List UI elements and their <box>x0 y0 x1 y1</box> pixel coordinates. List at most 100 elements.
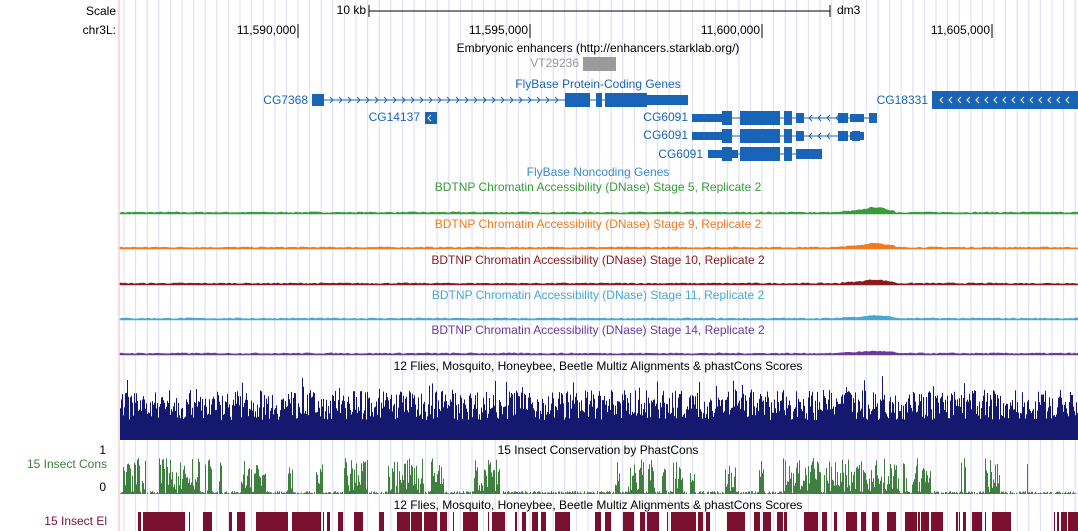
exon <box>932 91 1078 109</box>
exon <box>784 147 792 161</box>
track-side-label: 15 Insect Cons <box>27 457 107 471</box>
assembly-label: dm3 <box>837 3 861 17</box>
exon <box>565 93 590 107</box>
strand-arrow <box>975 96 980 104</box>
strand-arrow <box>545 96 550 104</box>
strand-arrow <box>948 96 953 104</box>
dnase-signal <box>119 350 1078 356</box>
strand-arrow <box>455 96 460 104</box>
exon <box>605 93 647 107</box>
strand-arrow <box>347 96 352 104</box>
strand-arrow <box>1065 96 1070 104</box>
strand-arrow <box>939 96 944 104</box>
strand-arrow <box>1047 96 1052 104</box>
track-title: BDTNP Chromatin Accessibility (DNase) St… <box>432 288 765 302</box>
position-label: 11,590,000 <box>237 23 296 37</box>
exon <box>722 111 732 125</box>
exon <box>596 93 602 107</box>
exon <box>838 131 848 141</box>
strand-arrow <box>509 96 514 104</box>
gene-label: CG14137 <box>369 110 421 124</box>
strand-arrow <box>329 96 334 104</box>
exon <box>740 111 780 125</box>
track-title: 12 Flies, Mosquito, Honeybee, Beetle Mul… <box>394 498 803 512</box>
strand-arrow <box>446 96 451 104</box>
exon <box>784 129 792 143</box>
strand-arrow <box>536 96 541 104</box>
dnase-signal <box>119 279 1078 286</box>
gene-label: CG6091 <box>643 110 688 124</box>
exon <box>800 149 822 159</box>
exon <box>850 114 864 122</box>
chrom-label: chr3L: <box>83 23 116 37</box>
strand-arrow <box>527 96 532 104</box>
exon <box>425 112 437 124</box>
track-title: FlyBase Protein-Coding Genes <box>515 77 680 91</box>
exon <box>740 147 780 161</box>
strand-arrow <box>365 96 370 104</box>
track-title: 12 Flies, Mosquito, Honeybee, Beetle Mul… <box>394 359 803 373</box>
strand-arrow <box>437 96 442 104</box>
axis-max: 1 <box>99 443 106 457</box>
exon <box>796 113 804 123</box>
strand-arrow <box>808 114 813 122</box>
track-title: Embryonic enhancers (http://enhancers.st… <box>457 41 740 55</box>
strand-arrow <box>518 96 523 104</box>
exon <box>852 131 860 141</box>
conserved-elements <box>138 512 1078 531</box>
position-label: 11,605,000 <box>931 23 990 37</box>
position-label: 11,595,000 <box>469 23 528 37</box>
enhancer-feature <box>583 57 616 71</box>
strand-arrow <box>464 96 469 104</box>
strand-arrow <box>808 132 813 140</box>
scale-bar-label: 10 kb <box>337 3 367 17</box>
strand-arrow <box>984 96 989 104</box>
exon <box>838 113 848 123</box>
exon <box>722 147 732 161</box>
gene-label: CG18331 <box>877 93 929 107</box>
strand-arrow <box>1029 96 1034 104</box>
strand-arrow <box>383 96 388 104</box>
scale-label: Scale <box>86 4 116 18</box>
exon <box>869 113 877 123</box>
track-title: BDTNP Chromatin Accessibility (DNase) St… <box>435 217 762 231</box>
track-title: FlyBase Noncoding Genes <box>527 165 670 179</box>
gene-label: CG7368 <box>263 93 308 107</box>
scale-bar <box>368 5 831 17</box>
strand-arrow <box>473 96 478 104</box>
gene-label: CG6091 <box>658 147 703 161</box>
strand-arrow <box>500 96 505 104</box>
track-title: BDTNP Chromatin Accessibility (DNase) St… <box>435 180 762 194</box>
strand-arrow <box>826 132 831 140</box>
strand-arrow <box>392 96 397 104</box>
exon <box>796 131 804 141</box>
strand-arrow <box>817 114 822 122</box>
gene-models <box>312 91 1078 161</box>
grid <box>123 0 1076 531</box>
exon <box>312 94 324 106</box>
track-title: 15 Insect Conservation by PhastCons <box>498 443 699 457</box>
strand-arrow <box>1020 96 1025 104</box>
dnase-signal <box>119 206 1078 215</box>
phastcons-signal <box>120 458 1078 494</box>
exon <box>647 95 688 105</box>
strand-arrow <box>491 96 496 104</box>
track-title: BDTNP Chromatin Accessibility (DNase) St… <box>431 253 765 267</box>
enhancer-label: VT29236 <box>530 56 579 70</box>
strand-arrow <box>993 96 998 104</box>
multiz-signal <box>120 376 1078 440</box>
strand-arrow <box>1038 96 1043 104</box>
strand-arrow <box>374 96 379 104</box>
strand-arrow <box>826 114 831 122</box>
exon <box>692 132 722 140</box>
strand-arrow <box>957 96 962 104</box>
exon <box>784 111 792 125</box>
exon <box>692 114 722 122</box>
strand-arrow <box>419 96 424 104</box>
strand-arrow <box>482 96 487 104</box>
strand-arrow <box>338 96 343 104</box>
strand-arrow <box>356 96 361 104</box>
strand-arrow <box>427 114 432 122</box>
